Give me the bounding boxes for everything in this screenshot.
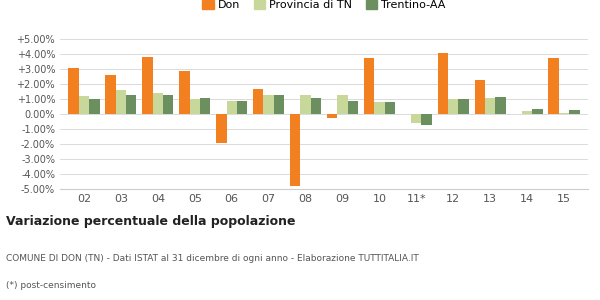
Text: Variazione percentuale della popolazione: Variazione percentuale della popolazione bbox=[6, 215, 296, 228]
Bar bbox=[227, 100, 237, 114]
Bar bbox=[522, 111, 532, 114]
Bar bbox=[142, 57, 152, 114]
Bar bbox=[411, 114, 421, 123]
Bar bbox=[475, 80, 485, 114]
Text: (*) post-censimento: (*) post-censimento bbox=[6, 281, 96, 290]
Bar bbox=[337, 95, 347, 114]
Bar bbox=[548, 58, 559, 114]
Bar bbox=[290, 114, 301, 186]
Bar bbox=[569, 110, 580, 114]
Bar bbox=[263, 95, 274, 114]
Bar bbox=[237, 100, 247, 114]
Bar bbox=[79, 96, 89, 114]
Bar bbox=[485, 98, 496, 114]
Bar bbox=[448, 99, 458, 114]
Bar bbox=[559, 112, 569, 114]
Bar bbox=[89, 99, 100, 114]
Bar bbox=[163, 95, 173, 114]
Bar bbox=[68, 68, 79, 114]
Legend: Don, Provincia di TN, Trentino-AA: Don, Provincia di TN, Trentino-AA bbox=[202, 0, 446, 10]
Bar bbox=[152, 93, 163, 114]
Bar bbox=[179, 71, 190, 114]
Bar bbox=[347, 100, 358, 114]
Bar bbox=[532, 109, 542, 114]
Bar bbox=[190, 99, 200, 114]
Bar bbox=[311, 98, 321, 114]
Bar bbox=[385, 102, 395, 114]
Text: COMUNE DI DON (TN) - Dati ISTAT al 31 dicembre di ogni anno - Elaborazione TUTTI: COMUNE DI DON (TN) - Dati ISTAT al 31 di… bbox=[6, 254, 419, 263]
Bar bbox=[126, 95, 136, 114]
Bar bbox=[106, 75, 116, 114]
Bar bbox=[364, 58, 374, 114]
Bar bbox=[253, 89, 263, 114]
Bar bbox=[301, 95, 311, 114]
Bar bbox=[200, 98, 210, 114]
Bar bbox=[496, 97, 506, 114]
Bar bbox=[216, 114, 227, 142]
Bar bbox=[274, 95, 284, 114]
Bar bbox=[374, 102, 385, 114]
Bar bbox=[327, 114, 337, 118]
Bar bbox=[421, 114, 432, 124]
Bar bbox=[458, 99, 469, 114]
Bar bbox=[438, 53, 448, 114]
Bar bbox=[116, 90, 126, 114]
